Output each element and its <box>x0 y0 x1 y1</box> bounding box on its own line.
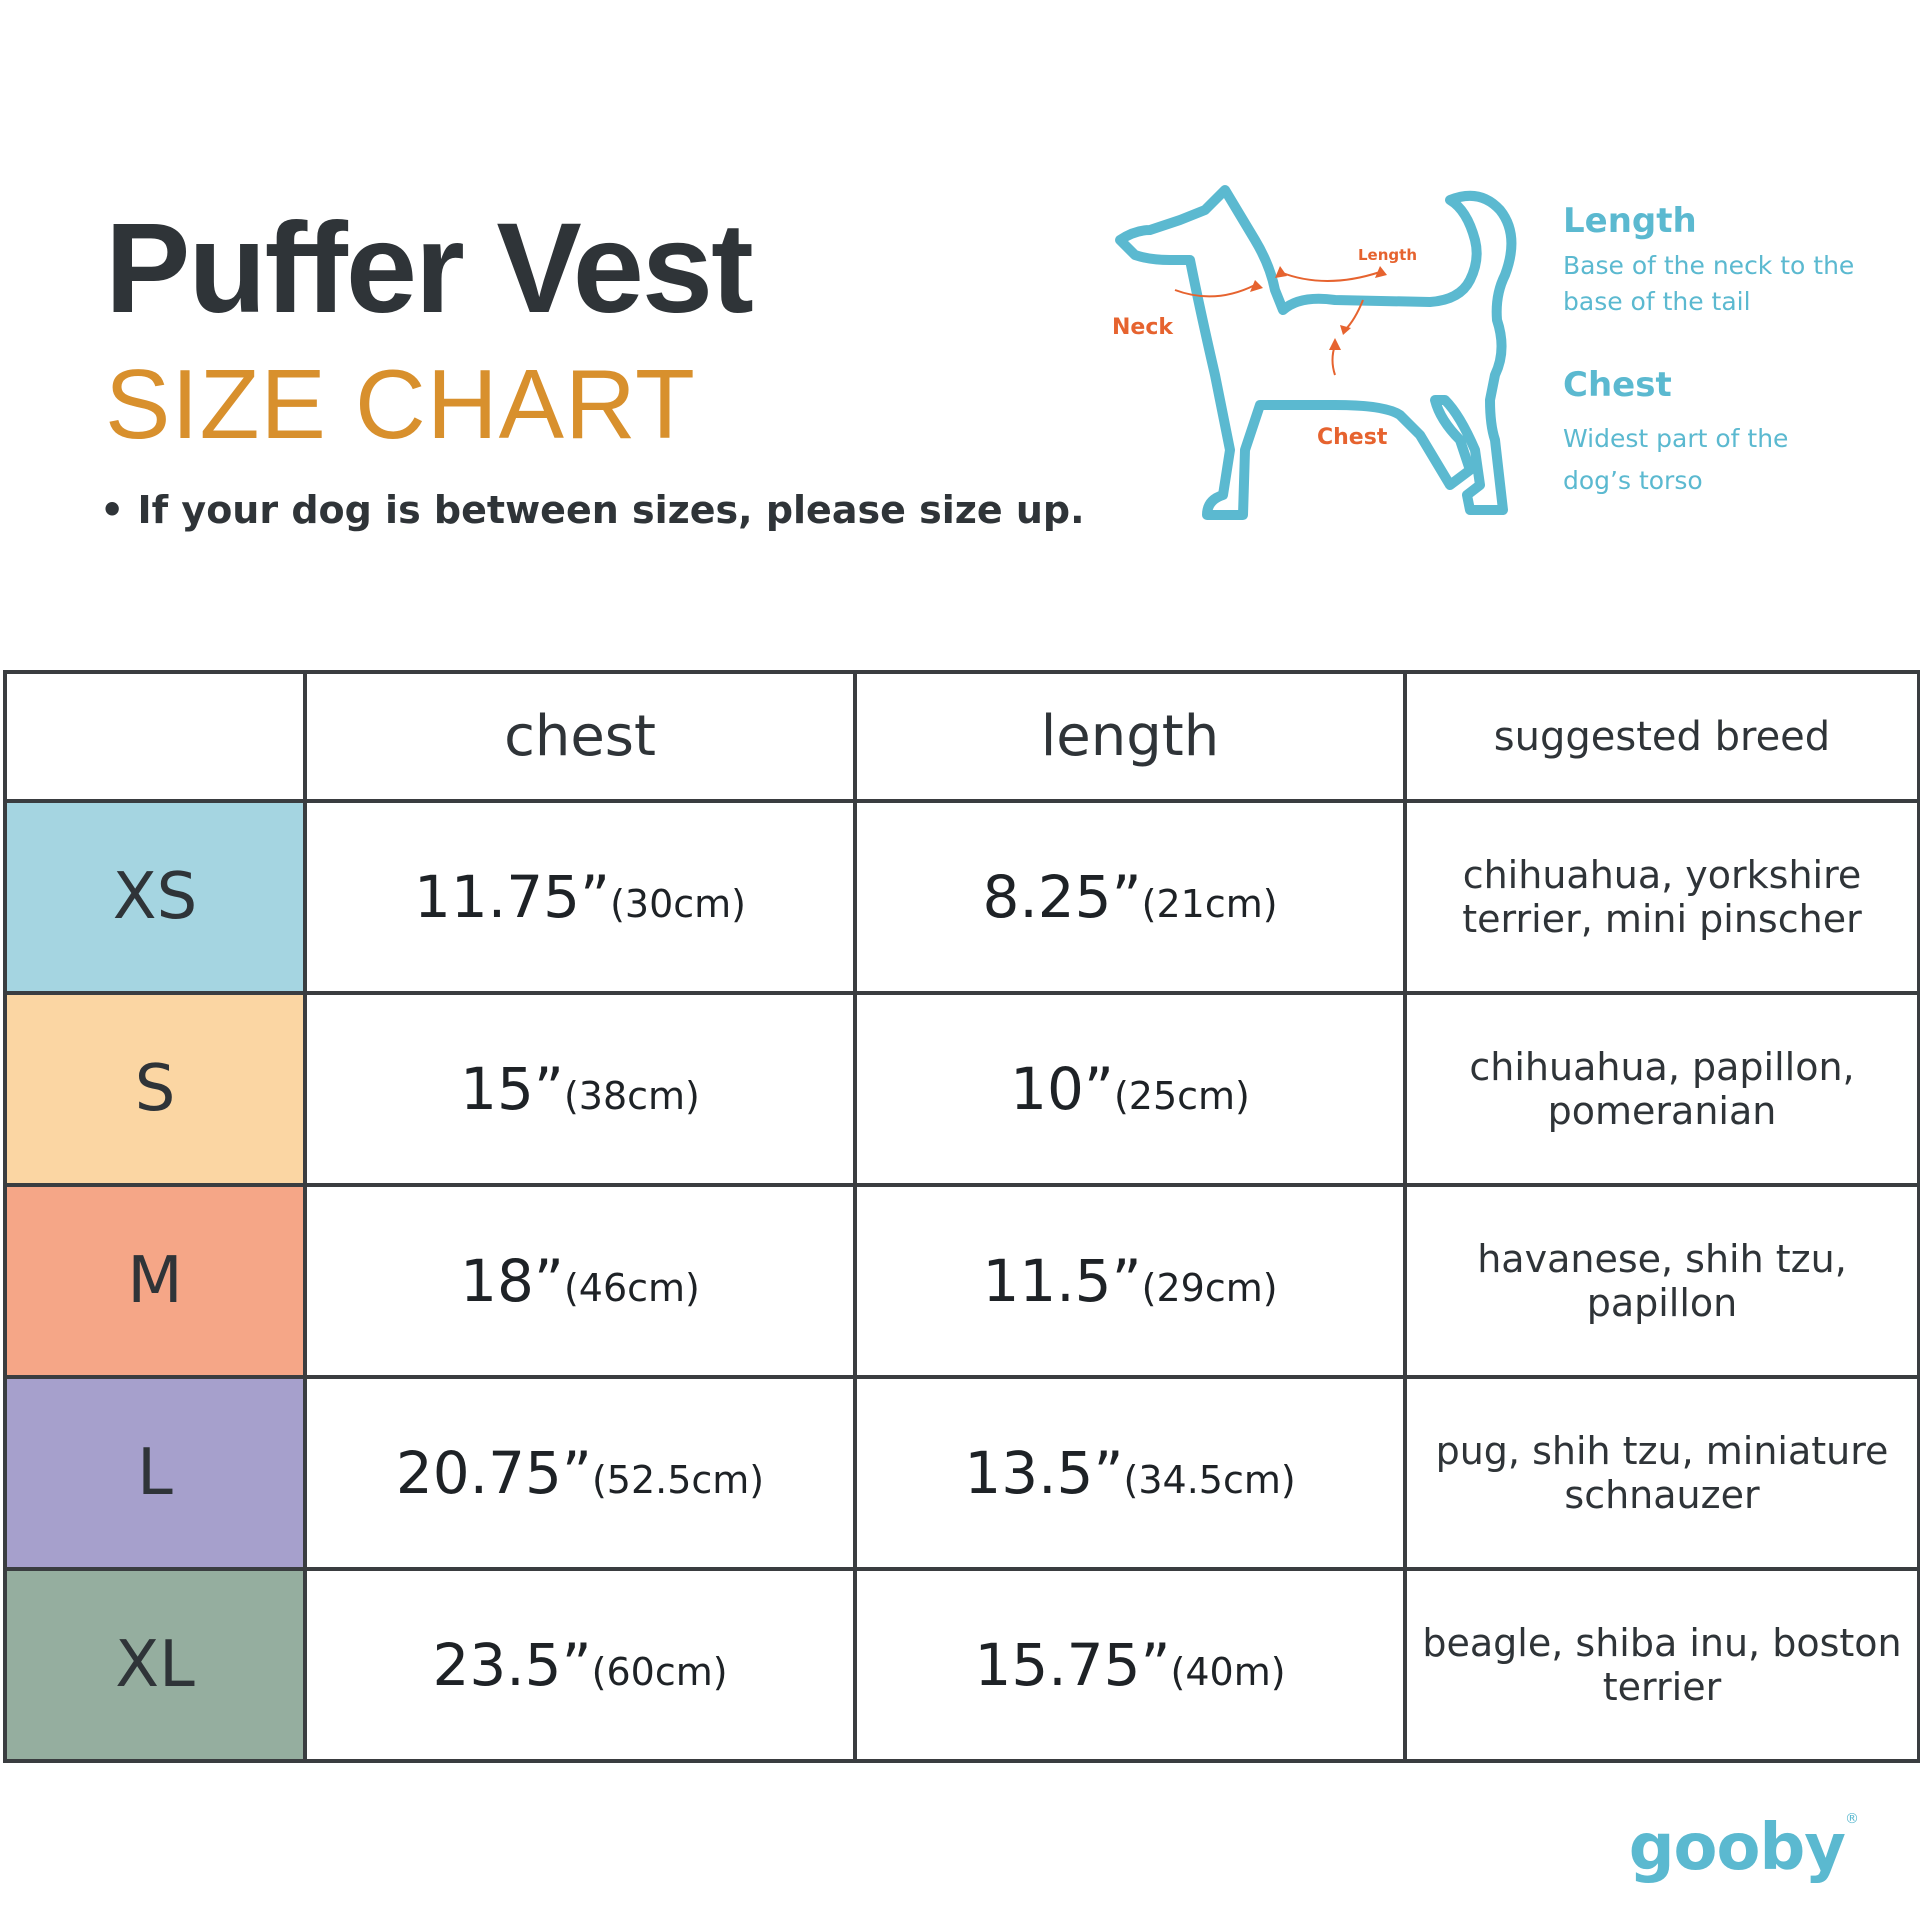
length-cm: (40m) <box>1170 1650 1286 1694</box>
chest-inches: 11.75” <box>413 863 611 931</box>
breed-cell: chihuahua, papillon, pomeranian <box>1403 991 1920 1187</box>
chest-cm: (60cm) <box>591 1650 728 1694</box>
breed-cell: havanese, shih tzu, papillon <box>1403 1183 1920 1379</box>
header-length: length <box>853 670 1407 803</box>
length-inches: 11.5” <box>982 1247 1142 1315</box>
length-cell: 13.5”(34.5cm) <box>853 1375 1407 1571</box>
length-cell: 8.25”(21cm) <box>853 799 1407 995</box>
neck-arrowhead-icon <box>1250 280 1263 292</box>
length-cm: (34.5cm) <box>1123 1458 1296 1502</box>
length-inches: 8.25” <box>982 863 1142 931</box>
dog-outline-icon <box>1115 185 1517 520</box>
chest-cm: (46cm) <box>563 1266 700 1310</box>
breed-cell: pug, shih tzu, miniature schnauzer <box>1403 1375 1920 1571</box>
chest-inches: 15” <box>460 1055 564 1123</box>
chest-arrowhead-bottom-icon <box>1329 338 1341 350</box>
chest-cell: 20.75”(52.5cm) <box>303 1375 857 1571</box>
chest-inches: 18” <box>460 1247 564 1315</box>
size-label: M <box>3 1183 307 1379</box>
breed-cell: beagle, shiba inu, boston terrier <box>1403 1567 1920 1763</box>
length-inches: 15.75” <box>974 1631 1171 1699</box>
legend-chest-description: Widest part of the dog’s torso <box>1563 424 1789 495</box>
breed-cell: chihuahua, yorkshire terrier, mini pinsc… <box>1403 799 1920 995</box>
length-right-arrowhead-icon <box>1375 266 1387 278</box>
length-arrow <box>1279 271 1381 282</box>
dog-measurement-diagram <box>1115 185 1517 520</box>
chest-cell: 18”(46cm) <box>303 1183 857 1379</box>
table-row: S 15”(38cm) 10”(25cm) chihuahua, papillon, … <box>3 991 1920 1187</box>
table-row: L 20.75”(52.5cm) 13.5”(34.5cm) pug, shih tz… <box>3 1375 1920 1571</box>
chest-cm: (52.5cm) <box>591 1458 765 1502</box>
legend-chest-heading: Chest <box>1563 365 1672 405</box>
length-cell: 10”(25cm) <box>853 991 1407 1187</box>
table-row: XL 23.5”(60cm) 15.75”(40m) beagle, shiba in… <box>3 1567 1920 1763</box>
legend-length-heading: Length <box>1563 201 1697 241</box>
table-row: M 18”(46cm) 11.5”(29cm) havanese, shih tzu,… <box>3 1183 1920 1379</box>
header-chest: chest <box>303 670 857 803</box>
size-label: S <box>3 991 307 1187</box>
length-cell: 11.5”(29cm) <box>853 1183 1407 1379</box>
diagram-label-chest: Chest <box>1317 425 1388 450</box>
length-inches: 10” <box>1010 1055 1114 1123</box>
chest-arrowhead-top-icon <box>1340 325 1351 335</box>
size-chart-table: chest length suggested breed XS 11.75”(30… <box>3 670 1920 1763</box>
length-cell: 15.75”(40m) <box>853 1567 1407 1763</box>
neck-arrow <box>1174 284 1256 298</box>
size-label: L <box>3 1375 307 1571</box>
page-title: Puffer Vest <box>105 197 754 340</box>
size-label: XS <box>3 799 307 995</box>
chest-cm: (38cm) <box>563 1074 700 1118</box>
length-cm: (21cm) <box>1141 882 1278 926</box>
header-suggested-breed: suggested breed <box>1403 670 1920 803</box>
page-subtitle: SIZE CHART <box>105 349 696 459</box>
chest-cell: 15”(38cm) <box>303 991 857 1187</box>
legend-length-description: Base of the neck to the base of the tail <box>1563 251 1855 316</box>
header-size <box>3 670 307 803</box>
table-header-row: chest length suggested breed <box>3 670 1920 803</box>
gooby-logo: gooby® <box>1628 1811 1859 1885</box>
length-left-arrowhead-icon <box>1275 266 1287 278</box>
size-label: XL <box>3 1567 307 1763</box>
table-row: XS 11.75”(30cm) 8.25”(21cm) chihuahua, york… <box>3 799 1920 995</box>
chest-inches: 23.5” <box>432 1631 592 1699</box>
chest-cm: (30cm) <box>610 882 746 926</box>
length-cm: (25cm) <box>1113 1074 1250 1118</box>
length-inches: 13.5” <box>964 1439 1124 1507</box>
chest-cell: 23.5”(60cm) <box>303 1567 857 1763</box>
diagram-label-neck: Neck <box>1112 315 1174 340</box>
chest-cell: 11.75”(30cm) <box>303 799 857 995</box>
chest-inches: 20.75” <box>395 1439 592 1507</box>
diagram-label-length: Length <box>1358 246 1417 264</box>
size-note: • If your dog is between sizes, please s… <box>100 488 1085 532</box>
length-cm: (29cm) <box>1141 1266 1278 1310</box>
